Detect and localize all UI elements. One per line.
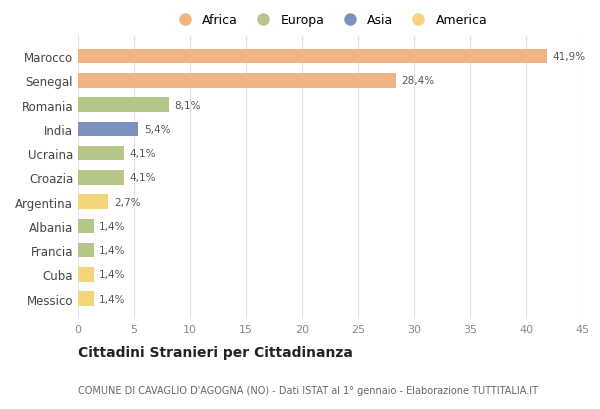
Bar [78,171,124,185]
Text: 1,4%: 1,4% [99,270,126,280]
Bar [78,267,94,282]
Legend: Africa, Europa, Asia, America: Africa, Europa, Asia, America [167,9,493,32]
Bar [78,98,169,112]
Text: 1,4%: 1,4% [99,221,126,231]
Bar [78,195,108,209]
Bar [78,243,94,258]
Text: 4,1%: 4,1% [130,173,156,183]
Bar [78,292,94,306]
Text: Cittadini Stranieri per Cittadinanza: Cittadini Stranieri per Cittadinanza [78,345,353,359]
Text: 8,1%: 8,1% [175,100,201,110]
Text: COMUNE DI CAVAGLIO D'AGOGNA (NO) - Dati ISTAT al 1° gennaio - Elaborazione TUTTI: COMUNE DI CAVAGLIO D'AGOGNA (NO) - Dati … [78,384,538,395]
Bar [78,74,396,88]
Text: 41,9%: 41,9% [553,52,586,62]
Text: 4,1%: 4,1% [130,149,156,159]
Text: 2,7%: 2,7% [114,197,140,207]
Bar [78,146,124,161]
Bar [78,122,139,137]
Text: 1,4%: 1,4% [99,245,126,256]
Bar [78,49,547,64]
Text: 5,4%: 5,4% [144,124,170,135]
Text: 1,4%: 1,4% [99,294,126,304]
Text: 28,4%: 28,4% [401,76,435,86]
Bar [78,219,94,234]
